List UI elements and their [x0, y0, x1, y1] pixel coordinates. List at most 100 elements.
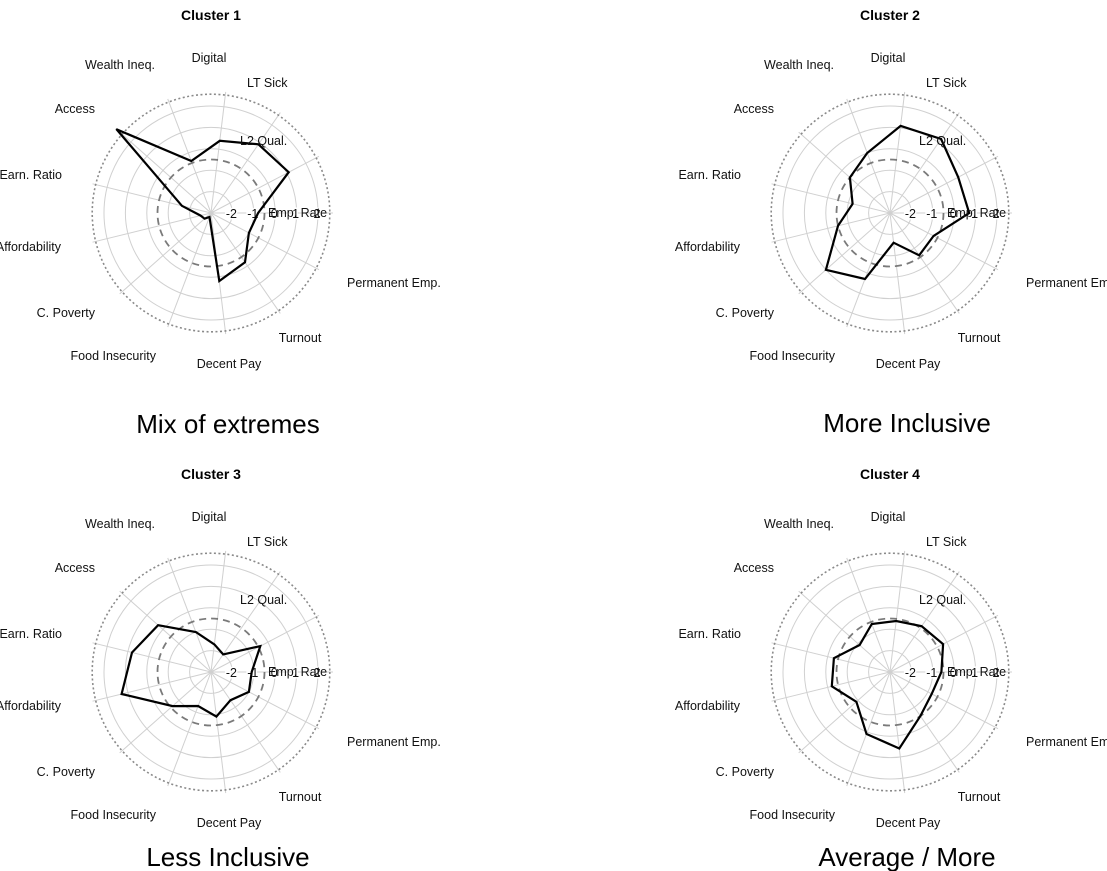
cluster-caption: Mix of extremes	[136, 409, 320, 439]
spoke-line	[889, 112, 960, 214]
data-point	[942, 643, 944, 645]
chart-title: Cluster 1	[181, 7, 241, 23]
axis-label: Wealth Ineq.	[85, 58, 155, 72]
spoke-line	[167, 212, 212, 328]
axis-label: Emp. Rate	[947, 206, 1006, 220]
data-point	[195, 631, 197, 633]
axis-label: LT Sick	[247, 535, 288, 549]
spoke-line	[92, 642, 212, 673]
spoke-line	[210, 671, 227, 794]
data-point	[871, 623, 873, 625]
data-point	[215, 715, 218, 718]
axis-label: Digital	[192, 510, 227, 524]
tick-label: 0	[271, 207, 278, 221]
axis-label: Earn. Ratio	[0, 627, 62, 641]
axis-label: Affordability	[0, 699, 62, 713]
reference-circle	[156, 617, 266, 727]
spoke-line	[210, 112, 281, 214]
chart-title: Cluster 2	[860, 7, 920, 23]
axis-label: Digital	[871, 510, 906, 524]
data-point	[115, 128, 118, 131]
spoke-line	[210, 91, 227, 214]
axis-label: Permanent Emp.	[347, 276, 441, 290]
axis-label: Food Insecurity	[750, 349, 836, 363]
reference-circle	[835, 617, 945, 727]
axis-label: Access	[734, 561, 774, 575]
axis-label: Earn. Ratio	[678, 168, 741, 182]
data-point	[865, 733, 868, 735]
tick-label: 2	[993, 666, 1000, 680]
spoke-line	[846, 212, 891, 328]
data-point	[899, 125, 902, 127]
chart-title: Cluster 4	[860, 466, 920, 482]
data-point	[208, 216, 211, 218]
data-point	[250, 671, 253, 673]
data-point	[968, 212, 970, 214]
tick-label: -2	[226, 666, 237, 680]
axis-label: Earn. Ratio	[0, 168, 62, 182]
axis-label: L2 Qual.	[240, 593, 287, 607]
spoke-line	[889, 550, 906, 673]
tick-label: -1	[926, 207, 937, 221]
axis-label: Wealth Ineq.	[764, 58, 834, 72]
cluster-caption: More Inclusive	[823, 408, 991, 438]
axis-label: Access	[55, 561, 95, 575]
data-point	[833, 657, 835, 659]
tick-label: 2	[314, 666, 321, 680]
axis-label: Food Insecurity	[71, 349, 157, 363]
data-point	[837, 225, 839, 227]
axis-label: Affordability	[0, 240, 62, 254]
axis-label: Decent Pay	[876, 357, 941, 371]
data-point	[257, 212, 259, 214]
series-polygon	[830, 619, 945, 750]
axis-label: Decent Pay	[197, 816, 262, 830]
data-point	[831, 685, 833, 688]
series-polygon	[824, 124, 971, 281]
spoke-line	[92, 212, 212, 243]
tick-label: 1	[292, 207, 299, 221]
spoke-line	[210, 550, 227, 673]
spoke-line	[210, 212, 281, 314]
axis-label: Decent Pay	[197, 357, 262, 371]
spoke-line	[798, 671, 891, 754]
tick-label: -2	[905, 207, 916, 221]
spoke-line	[771, 642, 891, 673]
series-polygon	[115, 128, 291, 283]
spoke-line	[846, 98, 891, 214]
data-point	[940, 138, 942, 140]
spoke-line	[119, 590, 212, 673]
data-point	[157, 624, 159, 626]
axis-label: Food Insecurity	[71, 808, 157, 822]
data-point	[257, 143, 260, 146]
axis-label: C. Poverty	[37, 765, 96, 779]
axis-label: L2 Qual.	[919, 134, 966, 148]
axis-label: Access	[734, 102, 774, 116]
axis-label: Turnout	[958, 331, 1001, 345]
spoke-line	[798, 590, 891, 673]
reference-circle	[91, 552, 331, 792]
cluster-caption: Average / More	[818, 842, 995, 871]
series-polygon	[120, 624, 262, 719]
data-point	[957, 176, 959, 178]
spoke-line	[210, 671, 320, 730]
axis-label: C. Poverty	[716, 306, 775, 320]
spoke-line	[798, 212, 891, 295]
axis-label: L2 Qual.	[919, 593, 966, 607]
axis-label: Wealth Ineq.	[764, 517, 834, 531]
data-point	[866, 152, 868, 154]
spoke-line	[210, 614, 320, 673]
axis-label: Access	[55, 102, 95, 116]
axis-label: Permanent Emp.	[347, 735, 441, 749]
spoke-line	[119, 131, 212, 214]
axis-label: LT Sick	[926, 535, 967, 549]
data-point	[190, 160, 193, 162]
axis-label: Emp. Rate	[268, 665, 327, 679]
reference-circle	[835, 158, 945, 268]
spoke-line	[210, 155, 320, 214]
tick-label: -2	[226, 207, 237, 221]
data-point	[930, 693, 933, 695]
reference-circle	[770, 93, 1010, 333]
